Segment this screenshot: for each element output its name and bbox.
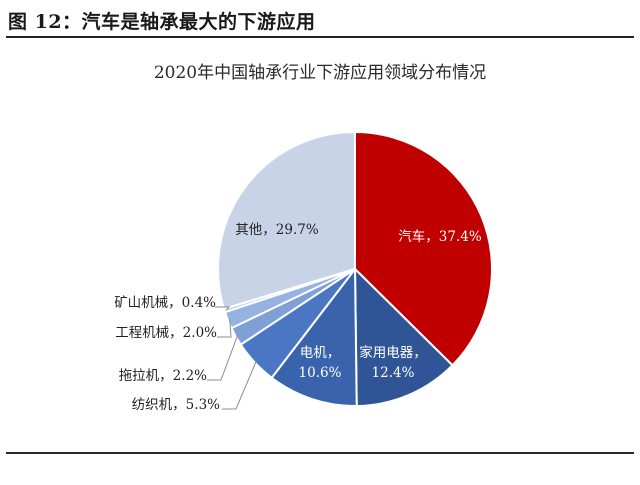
pie-slice-3 xyxy=(270,266,358,407)
slice-label-7: 矿山机械，0.4% xyxy=(114,295,216,311)
pie-slice-8 xyxy=(217,130,356,311)
chart-title: 2020年中国轴承行业下游应用领域分布情况 xyxy=(153,63,487,83)
slice-label-2: 家用电器， 12.4% xyxy=(359,344,427,381)
slice-label-4: 纺织机，5.3% xyxy=(132,397,220,413)
pie-slice-2 xyxy=(353,266,454,408)
leader-line-5 xyxy=(207,335,238,381)
slice-label-3: 电机， 10.6% xyxy=(299,345,342,381)
leader-line-4 xyxy=(222,360,257,410)
slice-label-1: 汽车，37.4% xyxy=(398,228,482,245)
slice-label-5: 拖拉机，2.2% xyxy=(119,368,207,384)
figure-title: 图 12：汽车是轴承最大的下游应用 xyxy=(8,11,316,33)
leader-line-6 xyxy=(217,319,232,338)
pie-slice-1 xyxy=(354,130,493,367)
leader-line-7 xyxy=(215,306,231,311)
slice-label-8: 其他，29.7% xyxy=(235,222,319,238)
bottom-divider xyxy=(6,452,634,454)
slice-label-6: 工程机械，2.0% xyxy=(115,325,217,341)
header-divider xyxy=(6,36,634,38)
figure-header: 图 12：汽车是轴承最大的下游应用 xyxy=(0,0,640,34)
